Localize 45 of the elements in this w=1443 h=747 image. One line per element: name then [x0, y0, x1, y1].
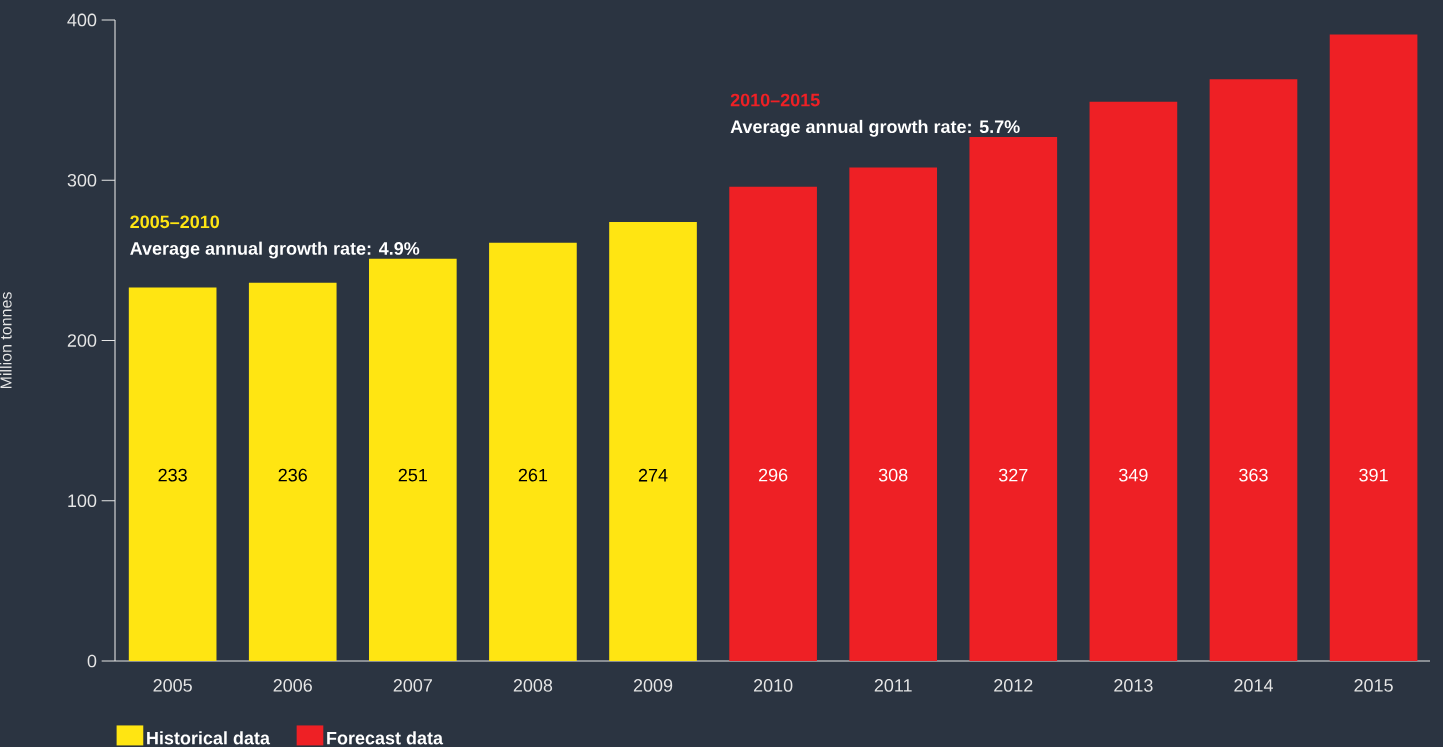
bar	[489, 242, 577, 661]
y-axis-title: Million tonnes	[0, 292, 12, 389]
bar	[1329, 34, 1418, 661]
data-label: 391	[1359, 468, 1388, 482]
annotation: 2005–2010	[130, 215, 220, 229]
data-label: 233	[158, 468, 187, 482]
bar	[1089, 101, 1178, 661]
x-tick-label: 2015	[1354, 679, 1393, 692]
bar	[369, 258, 457, 661]
data-label: 363	[1239, 468, 1268, 482]
bar	[729, 186, 817, 661]
bar	[609, 221, 697, 661]
data-label: 261	[518, 468, 548, 482]
x-tick-label: 2005	[153, 679, 192, 692]
y-tick-label: 100	[68, 494, 97, 508]
bar	[969, 136, 1058, 661]
data-label: 308	[878, 468, 908, 482]
x-tick-label: 2014	[1234, 679, 1273, 692]
x-tick-label: 2008	[513, 679, 553, 692]
x-tick-label: 2013	[1114, 679, 1153, 692]
legend-label: Forecast data	[327, 731, 444, 745]
data-label: 349	[1119, 468, 1148, 482]
x-tick-label: 2009	[633, 679, 673, 692]
data-label: 296	[758, 468, 788, 482]
x-tick-label: 2010	[753, 679, 793, 692]
bar	[849, 167, 938, 661]
x-tick-label: 2012	[994, 679, 1033, 692]
annotation: 2010–2015	[730, 93, 820, 107]
data-label: 274	[638, 468, 668, 482]
y-tick-label: 200	[67, 334, 97, 347]
x-tick-label: 2011	[874, 679, 912, 692]
bar	[128, 287, 217, 661]
bar	[248, 282, 337, 661]
data-label: 251	[398, 468, 427, 482]
x-tick-label: 2006	[273, 679, 312, 692]
data-label: 327	[998, 468, 1028, 482]
annotation: Average annual growth rate: 4.9%	[130, 241, 420, 259]
y-tick-label: 300	[67, 173, 97, 187]
y-tick-label: 0	[87, 654, 97, 668]
y-tick-label: 400	[67, 13, 97, 27]
x-tick-label: 2007	[393, 679, 432, 692]
data-label: 236	[278, 468, 307, 482]
annotation: Average annual growth rate: 5.7%	[730, 119, 1020, 137]
legend-label: Historical data	[147, 731, 271, 745]
bar	[1209, 79, 1298, 661]
